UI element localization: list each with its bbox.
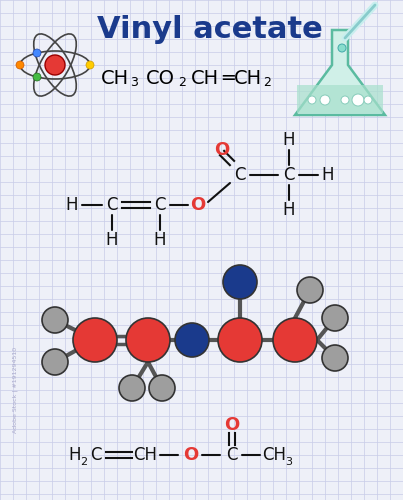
Text: O: O bbox=[214, 141, 230, 159]
Circle shape bbox=[322, 345, 348, 371]
Text: O: O bbox=[183, 446, 199, 464]
Circle shape bbox=[149, 375, 175, 401]
Text: H: H bbox=[66, 196, 78, 214]
Circle shape bbox=[119, 375, 145, 401]
Circle shape bbox=[16, 61, 24, 69]
Circle shape bbox=[175, 323, 209, 357]
Circle shape bbox=[352, 94, 364, 106]
Circle shape bbox=[45, 55, 65, 75]
Circle shape bbox=[218, 318, 262, 362]
Text: H: H bbox=[106, 231, 118, 249]
Text: 2: 2 bbox=[263, 76, 271, 90]
Text: C: C bbox=[234, 166, 246, 184]
Circle shape bbox=[73, 318, 117, 362]
Text: 3: 3 bbox=[130, 76, 138, 90]
Text: CH: CH bbox=[101, 68, 129, 87]
Circle shape bbox=[33, 73, 41, 81]
Text: C: C bbox=[90, 446, 102, 464]
Circle shape bbox=[273, 318, 317, 362]
Circle shape bbox=[126, 318, 170, 362]
Text: 3: 3 bbox=[285, 457, 293, 467]
Text: CH: CH bbox=[234, 68, 262, 87]
Circle shape bbox=[33, 49, 41, 57]
Text: 2: 2 bbox=[178, 76, 186, 90]
Text: Adobe Stock | #191294510: Adobe Stock | #191294510 bbox=[12, 347, 17, 433]
Circle shape bbox=[308, 96, 316, 104]
Circle shape bbox=[364, 96, 372, 104]
Circle shape bbox=[320, 95, 330, 105]
Text: C: C bbox=[154, 196, 166, 214]
Text: O: O bbox=[190, 196, 206, 214]
Polygon shape bbox=[297, 85, 383, 113]
Text: O: O bbox=[224, 416, 240, 434]
Circle shape bbox=[42, 307, 68, 333]
Text: CH: CH bbox=[191, 68, 219, 87]
Circle shape bbox=[341, 96, 349, 104]
Text: H: H bbox=[283, 201, 295, 219]
Text: H: H bbox=[322, 166, 334, 184]
Text: CO: CO bbox=[145, 68, 174, 87]
Text: C: C bbox=[226, 446, 238, 464]
Circle shape bbox=[297, 277, 323, 303]
Text: H: H bbox=[283, 131, 295, 149]
Text: 2: 2 bbox=[81, 457, 87, 467]
Text: CH: CH bbox=[262, 446, 286, 464]
Polygon shape bbox=[295, 30, 385, 115]
Circle shape bbox=[86, 61, 94, 69]
Circle shape bbox=[223, 265, 257, 299]
Text: H: H bbox=[154, 231, 166, 249]
Circle shape bbox=[338, 44, 346, 52]
Text: C: C bbox=[106, 196, 118, 214]
Text: H: H bbox=[69, 446, 81, 464]
Text: Vinyl acetate: Vinyl acetate bbox=[97, 16, 323, 44]
Text: CH: CH bbox=[133, 446, 157, 464]
Text: C: C bbox=[283, 166, 295, 184]
Text: ═: ═ bbox=[222, 68, 234, 87]
Circle shape bbox=[42, 349, 68, 375]
Circle shape bbox=[322, 305, 348, 331]
